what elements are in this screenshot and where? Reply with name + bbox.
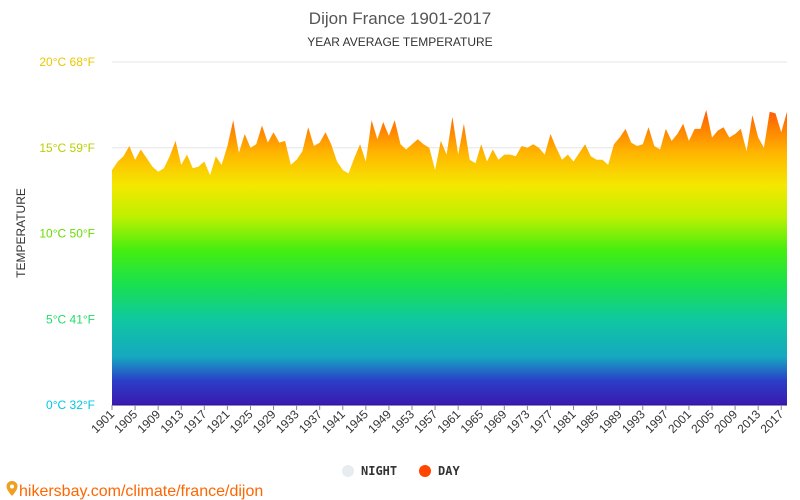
legend-item-day[interactable]: DAY [419, 464, 460, 478]
y-tick-label-5: 5°C 41°F [46, 312, 95, 326]
x-tick-label-1969: 1969 [481, 407, 510, 436]
x-tick-label-2005: 2005 [688, 407, 717, 436]
x-tick-label-1989: 1989 [596, 407, 625, 436]
y-tick-label-10: 10°C 50°F [39, 227, 95, 241]
series-areas [112, 110, 787, 406]
series-area-night [112, 271, 787, 405]
x-tick-label-1929: 1929 [250, 407, 279, 436]
legend-label-night: NIGHT [361, 464, 397, 478]
x-tick-label-2017: 2017 [758, 407, 787, 436]
x-tick-label-1953: 1953 [388, 407, 417, 436]
chart-title: Dijon France 1901-2017 [309, 9, 491, 28]
legend-label-day: DAY [438, 464, 460, 478]
x-tick-label-1957: 1957 [411, 407, 440, 436]
watermark-link[interactable]: hikersbay.com/climate/france/dijon [19, 483, 263, 500]
chart-subtitle: YEAR AVERAGE TEMPERATURE [307, 35, 492, 49]
x-tick-label-1985: 1985 [573, 407, 602, 436]
x-tick-label-1961: 1961 [434, 407, 463, 436]
location-pin-dot [10, 484, 14, 489]
x-tick-label-1949: 1949 [365, 407, 394, 436]
legend: NIGHT DAY [342, 464, 460, 478]
x-tick-label-1945: 1945 [342, 407, 371, 436]
y-tick-label-0: 0°C 32°F [46, 398, 95, 412]
x-tick-label-1977: 1977 [527, 407, 556, 436]
x-tick-label-1973: 1973 [504, 407, 533, 436]
legend-item-night[interactable]: NIGHT [342, 464, 397, 478]
x-tick-label-1917: 1917 [181, 407, 210, 436]
x-tick-label-1921: 1921 [204, 407, 233, 436]
x-tick-label-2013: 2013 [734, 407, 763, 436]
y-tick-label-20: 20°C 68°F [39, 55, 95, 69]
x-tick-label-2009: 2009 [711, 407, 740, 436]
x-tick-label-1941: 1941 [319, 407, 348, 436]
x-tick-label-1965: 1965 [458, 407, 487, 436]
y-tick-label-15: 15°C 59°F [39, 141, 95, 155]
legend-marker-day [419, 465, 431, 477]
x-tick-label-1913: 1913 [158, 407, 187, 436]
x-tick-label-1937: 1937 [296, 407, 325, 436]
x-axis-ticks: 1901190519091913191719211925192919331937… [88, 405, 787, 436]
y-axis-label: TEMPERATURE [14, 188, 28, 278]
watermark[interactable]: hikersbay.com/climate/france/dijon [6, 481, 264, 500]
x-tick-label-1909: 1909 [134, 407, 163, 436]
x-tick-label-1925: 1925 [227, 407, 256, 436]
x-tick-label-2001: 2001 [665, 407, 694, 436]
x-tick-label-1933: 1933 [273, 407, 302, 436]
x-tick-label-1993: 1993 [619, 407, 648, 436]
x-tick-label-1997: 1997 [642, 407, 671, 436]
y-axis-ticks: 0°C 32°F 5°C 41°F 10°C 50°F 15°C 59°F 20°C 6… [39, 55, 95, 412]
x-tick-label-1981: 1981 [550, 407, 579, 436]
legend-marker-night [342, 465, 354, 477]
x-tick-label-1905: 1905 [111, 407, 140, 436]
